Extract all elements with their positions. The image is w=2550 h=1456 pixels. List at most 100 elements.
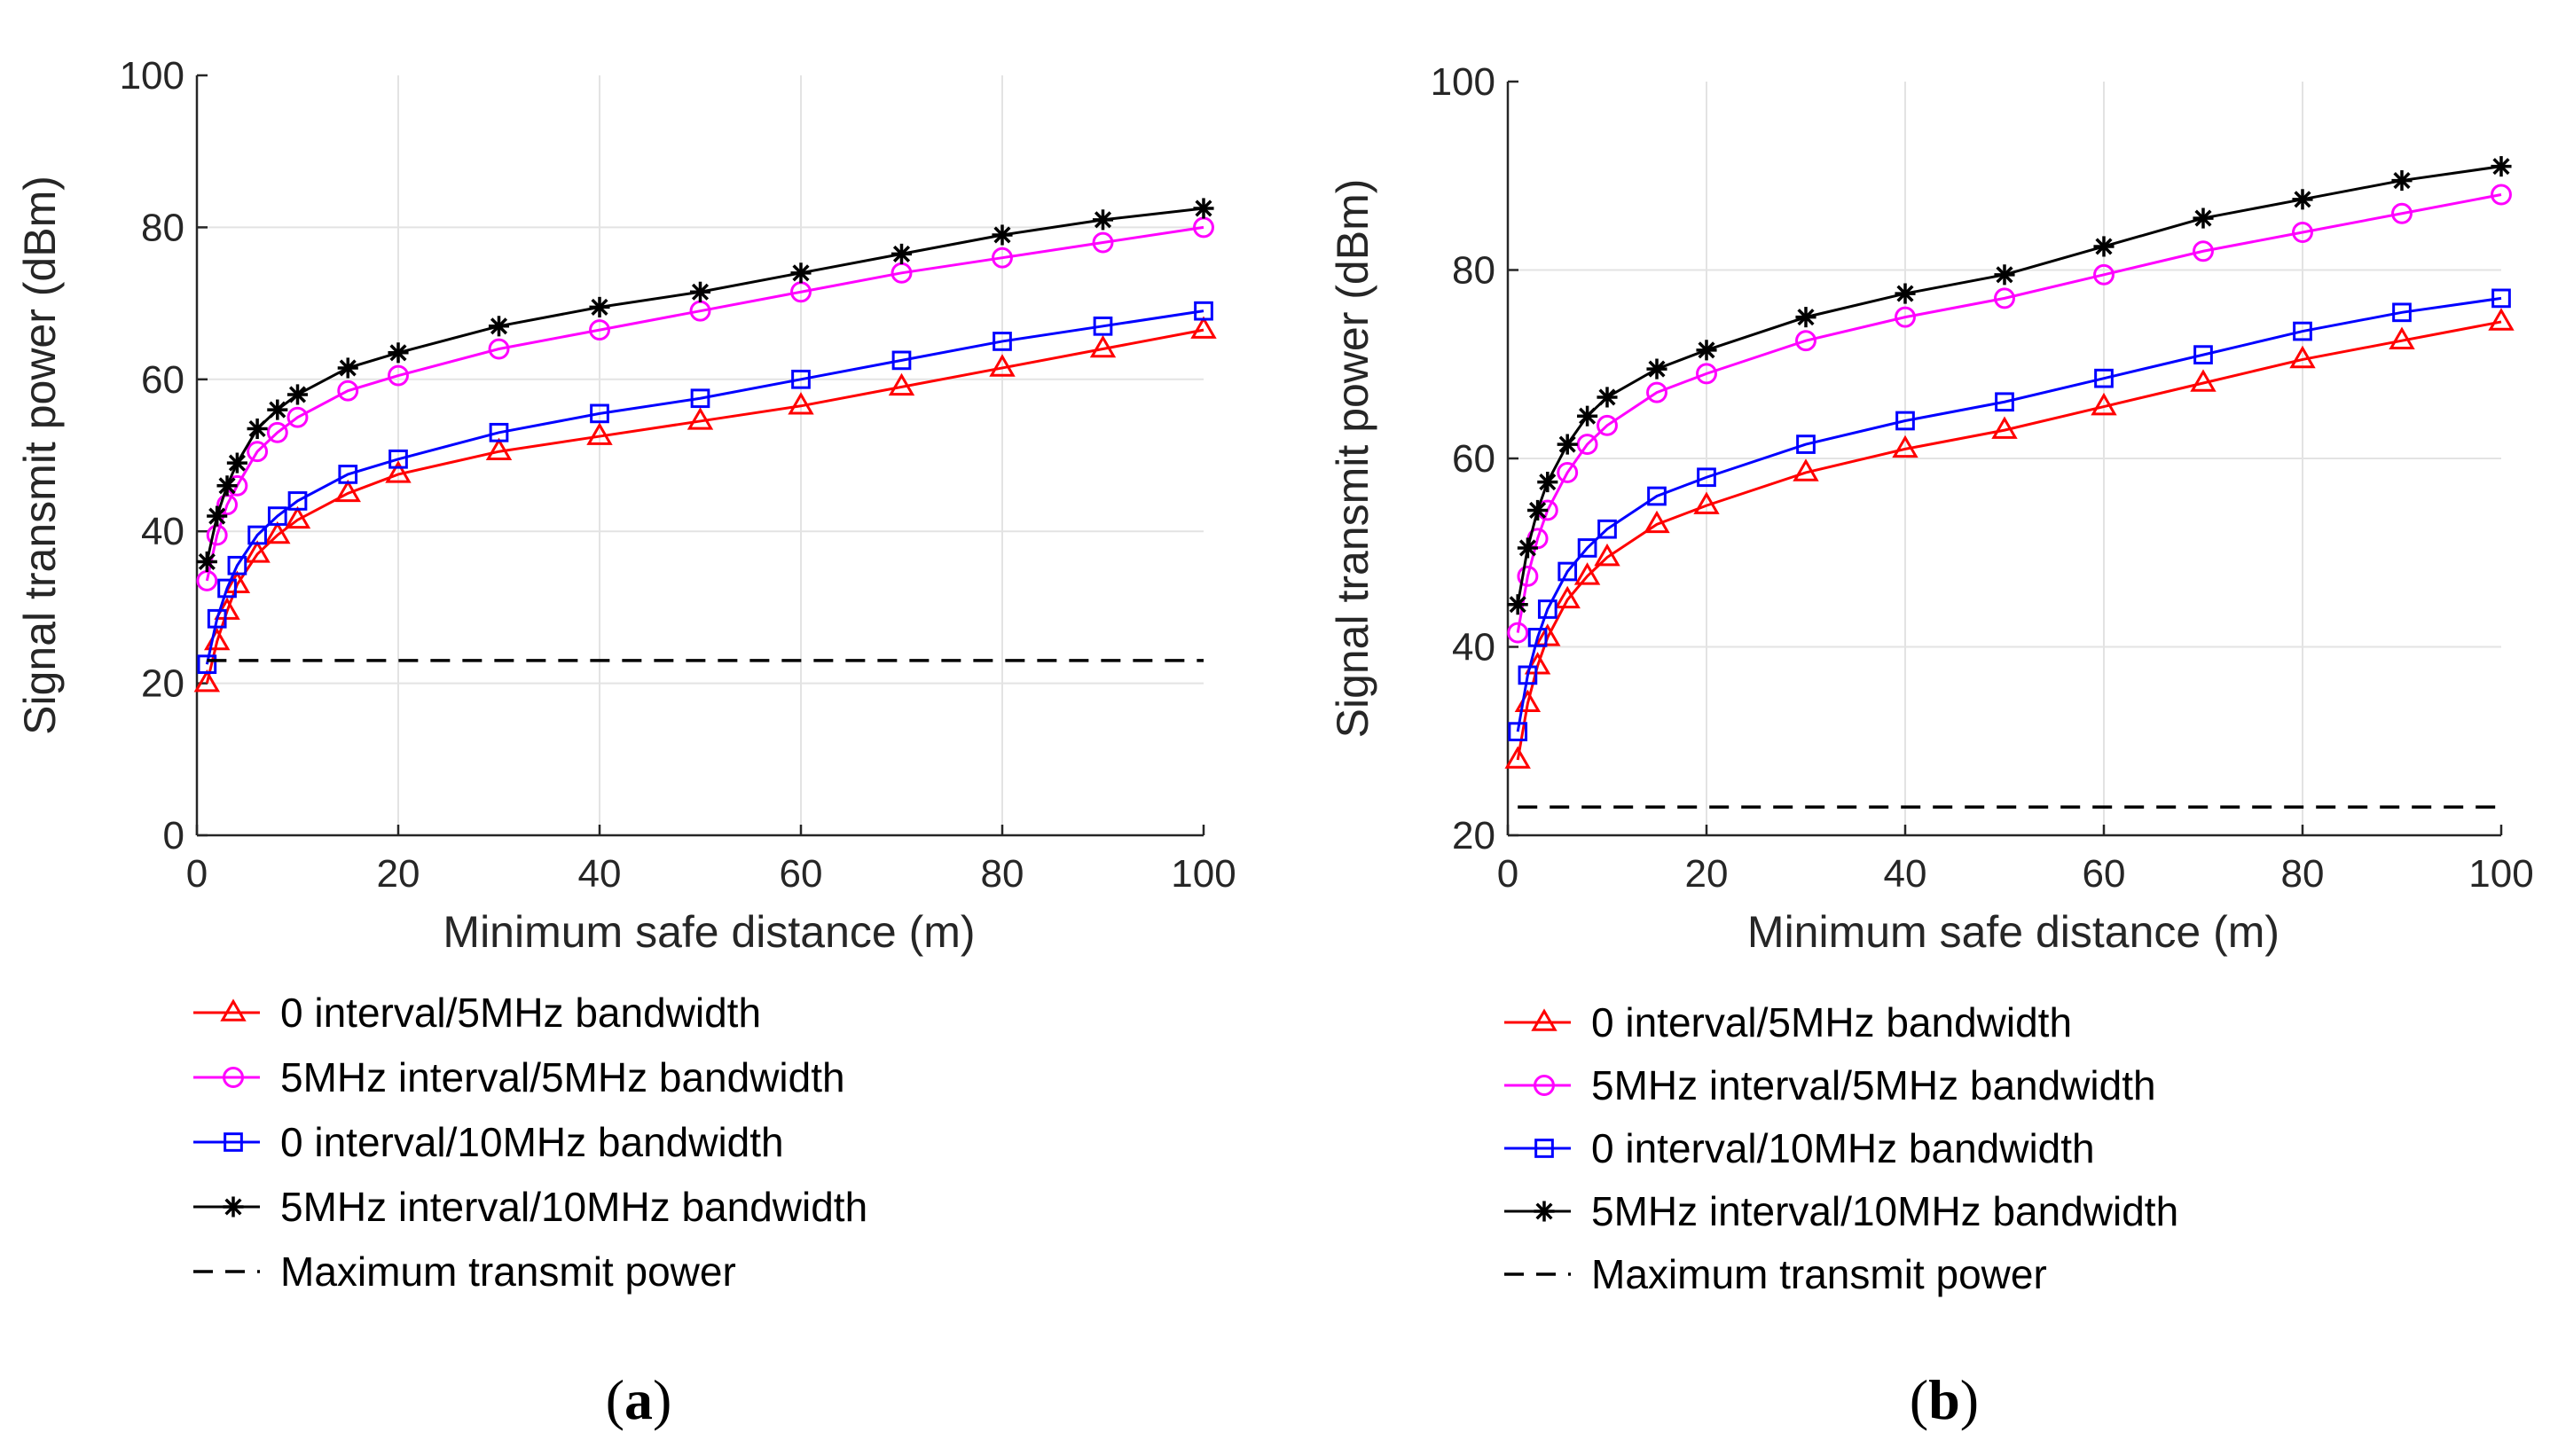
panel-b-x-tick-label-0: 0 bbox=[1497, 852, 1518, 896]
panel-a-series-0-point-11 bbox=[687, 407, 714, 430]
panel-b-series-0-point-4 bbox=[1554, 585, 1581, 609]
panel-a-series-1-point-14 bbox=[992, 247, 1013, 269]
panel-b-series-3-point-9 bbox=[1795, 307, 1816, 328]
panel-a-series-0-point-4 bbox=[244, 540, 271, 563]
panel-a-series-3-point-12 bbox=[790, 262, 812, 284]
panel-b-y-tick-label-0: 20 bbox=[1452, 814, 1495, 857]
panel-a-series-0-point-0 bbox=[193, 669, 221, 693]
panel-b-series-0-point-13 bbox=[2190, 369, 2217, 392]
panel-b-y-tick-label-2: 60 bbox=[1452, 437, 1495, 481]
panel-a-y-tick-label-0: 0 bbox=[163, 814, 184, 857]
panel-a-series-0-point-16 bbox=[1190, 316, 1217, 339]
panel-a-legend-label-3: 5MHz interval/10MHz bandwidth bbox=[280, 1184, 867, 1230]
panel-a-series-3-point-1 bbox=[207, 505, 228, 527]
panel-b-series-3-point-3 bbox=[1537, 472, 1558, 493]
panel-a-series-1-point-7 bbox=[337, 380, 359, 402]
panel-b-series-2-point-10 bbox=[1895, 411, 1915, 431]
panel-b-series-0-point-11 bbox=[1991, 416, 2018, 439]
panel-b-series-0-point-2 bbox=[1524, 652, 1551, 675]
panel-a-series-1-point-5 bbox=[266, 421, 288, 443]
panel-b-series-2-point-12 bbox=[2094, 368, 2114, 388]
panel-a-series-0-point-8 bbox=[385, 460, 412, 483]
panel-b-series-3-point-10 bbox=[1895, 283, 1916, 304]
panel-b-series-2 bbox=[1508, 288, 2511, 741]
panel-a-series-0-point-14 bbox=[989, 354, 1016, 377]
panel-b-series-0-point-5 bbox=[1573, 562, 1601, 585]
panel-a-series-1-point-9 bbox=[488, 338, 510, 360]
panel-b-series-2-point-14 bbox=[2293, 321, 2312, 341]
panel-a-series-3 bbox=[196, 198, 1214, 573]
panel-a-series-0-point-6 bbox=[284, 505, 311, 529]
panel-a-y-axis-label: Signal transmit power (dBm) bbox=[15, 176, 65, 735]
panel-a: 0 20 40 60 80 100 0 20 40 60 80 100 Minimum safe dis… bbox=[15, 54, 1236, 1431]
panel-b-legend-label-4: Maximum transmit power bbox=[1591, 1251, 2047, 1297]
panel-a-series-1-point-6 bbox=[286, 406, 309, 428]
panel-a-series-3-point-4 bbox=[247, 418, 268, 440]
panel-a-y-tick-label-2: 40 bbox=[141, 510, 184, 553]
panel-a-series-1-point-4 bbox=[247, 441, 269, 463]
panel-b-series-0-point-0 bbox=[1504, 746, 1531, 769]
panel-a-legend-marker-0 bbox=[220, 998, 247, 1022]
panel-b-y-tick-label-1: 40 bbox=[1452, 626, 1495, 669]
panel-b-series-0-point-6 bbox=[1594, 543, 1620, 567]
panel-b-x-tick-label-2: 40 bbox=[1884, 852, 1927, 896]
panel-b-legend-label-0: 0 interval/5MHz bandwidth bbox=[1591, 999, 2072, 1045]
panel-b-legend-marker-3 bbox=[1534, 1201, 1555, 1222]
panel-b-series-0-point-3 bbox=[1534, 623, 1561, 646]
panel-b-x-tick-label-4: 80 bbox=[2281, 852, 2325, 896]
panel-a-series-0-point-12 bbox=[788, 392, 814, 415]
panel-b-series-3-point-14 bbox=[2292, 189, 2313, 210]
panel-a-series-1-point-8 bbox=[388, 364, 409, 387]
panel-a-x-tick-label-5: 100 bbox=[1171, 852, 1236, 896]
panel-b-y-axis-label: Signal transmit power (dBm) bbox=[1328, 179, 1377, 739]
panel-b-series-0-point-10 bbox=[1892, 434, 1918, 458]
panel-b-y-tick-label-4: 100 bbox=[1431, 60, 1495, 104]
panel-b-x-tick-label-1: 20 bbox=[1685, 852, 1729, 896]
panel-b-series-3-point-2 bbox=[1527, 499, 1549, 521]
panel-b-series-2-point-16 bbox=[2491, 288, 2511, 309]
panel-a-series-2-point-3 bbox=[227, 555, 247, 575]
panel-b-legend-marker-1 bbox=[1534, 1075, 1555, 1096]
panel-b-legend: 0 interval/5MHz bandwidth 5MHz interval/5… bbox=[1504, 999, 2178, 1297]
panel-a-series-3-point-7 bbox=[337, 357, 358, 379]
panel-b-series-2-point-4 bbox=[1557, 561, 1578, 582]
panel-a-series-3-point-2 bbox=[216, 475, 238, 497]
panel-b-series-2-point-1 bbox=[1518, 665, 1538, 685]
panel-a-series-3-point-14 bbox=[992, 224, 1013, 246]
panel-a-legend: 0 interval/5MHz bandwidth 5MHz interval/5… bbox=[193, 990, 867, 1295]
panel-b-series-2-point-3 bbox=[1537, 599, 1557, 619]
panel-b-series-0-point-9 bbox=[1793, 458, 1819, 481]
panel-a-series-2-point-11 bbox=[690, 388, 710, 409]
panel-a-y-tick-label-3: 60 bbox=[141, 358, 184, 402]
panel-b-series-1-point-7 bbox=[1646, 381, 1667, 403]
panel-b-legend-label-2: 0 interval/10MHz bandwidth bbox=[1591, 1125, 2095, 1171]
panel-b-series-3-point-0 bbox=[1507, 594, 1528, 615]
panel-b-series-3-point-5 bbox=[1577, 405, 1598, 427]
panel-a-x-tick-label-1: 20 bbox=[377, 852, 420, 896]
panel-b-legend-label-3: 5MHz interval/10MHz bandwidth bbox=[1591, 1188, 2178, 1234]
panel-b-series-0-point-12 bbox=[2091, 392, 2117, 416]
panel-b-series-1-point-8 bbox=[1696, 363, 1717, 385]
panel-a-series-0-point-15 bbox=[1089, 334, 1117, 358]
panel-b-series-3-point-11 bbox=[1994, 264, 2015, 286]
panel-a-legend-label-4: Maximum transmit power bbox=[280, 1249, 736, 1295]
panel-a-y-tick-label-5: 100 bbox=[120, 54, 184, 98]
panel-a-series-0-point-7 bbox=[334, 479, 361, 503]
panel-a-series-2-point-14 bbox=[993, 332, 1012, 351]
panel-b-legend-marker-0 bbox=[1531, 1008, 1557, 1031]
panel-b-series-1-point-0 bbox=[1507, 622, 1529, 644]
panel-a-legend-marker-3 bbox=[223, 1196, 244, 1217]
panel-a-legend-label-0: 0 interval/5MHz bandwidth bbox=[280, 990, 761, 1036]
panel-b-series-1-point-1 bbox=[1517, 565, 1539, 587]
panel-b-series-3-point-4 bbox=[1557, 434, 1578, 455]
panel-a-series-3-point-16 bbox=[1193, 198, 1214, 219]
panel-a-series-2-point-6 bbox=[287, 491, 308, 511]
panel-b-series-1-point-16 bbox=[2491, 184, 2512, 206]
panel-b-series-2-point-9 bbox=[1796, 434, 1816, 454]
panel-b-series-3-point-13 bbox=[2193, 207, 2214, 229]
panel-a-series-0-point-9 bbox=[485, 437, 513, 460]
panel-b-series-1-point-15 bbox=[2391, 202, 2413, 224]
panel-a-series-2 bbox=[197, 301, 1213, 675]
panel-b-series-2-point-7 bbox=[1647, 486, 1667, 506]
panel-a-series-2-point-5 bbox=[267, 506, 287, 526]
